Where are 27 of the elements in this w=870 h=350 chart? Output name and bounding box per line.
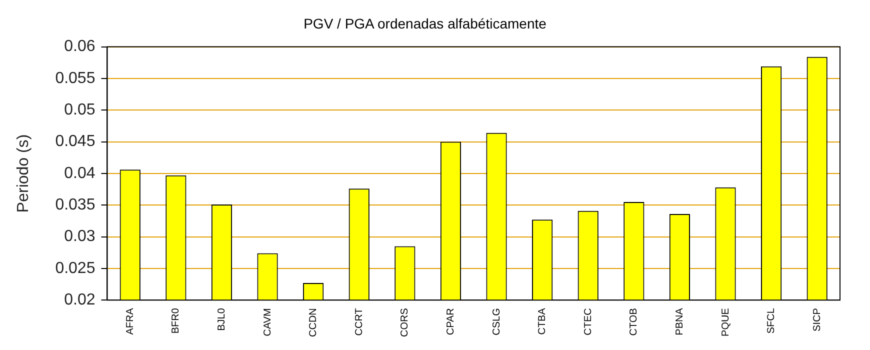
x-tick-label: SFCL [766, 308, 778, 334]
y-tick-label: 0.045 [55, 133, 96, 150]
y-tick-label: 0.025 [55, 260, 96, 277]
x-tick-label: CORS [400, 308, 411, 338]
x-tick-label: AFRA [124, 308, 136, 335]
x-tick-label: PQUE [720, 308, 732, 336]
y-tick-label: 0.055 [55, 70, 96, 87]
x-tick-label: SICP [812, 308, 823, 332]
y-tick-label: 0.03 [64, 228, 96, 246]
x-tick-label: CTBA [537, 308, 548, 335]
x-tick-label: BFR0 [170, 308, 182, 334]
chart-title: PGV / PGA ordenadas alfabéticamente [304, 15, 547, 32]
x-tick-label: CPAR [445, 308, 456, 336]
y-tick-label: 0.02 [64, 292, 96, 309]
x-tick-label: CCDN [308, 308, 320, 337]
x-tick-label: CTEC [582, 308, 594, 336]
y-tick-label: 0.05 [64, 102, 96, 119]
y-tick-label: 0.06 [64, 38, 96, 56]
x-tick-label: CSLG [491, 308, 502, 336]
y-tick-label: 0.04 [64, 164, 96, 182]
x-tick-label: CAVM [262, 308, 274, 336]
x-tick-label: PBNA [674, 308, 686, 336]
x-tick-label: CTOB [628, 308, 640, 336]
y-axis-title: Periodo (s) [15, 134, 32, 213]
y-tick-label: 0.035 [55, 196, 96, 214]
x-tick-label: CCRT [354, 308, 365, 336]
x-tick-label: BJL0 [216, 308, 228, 331]
